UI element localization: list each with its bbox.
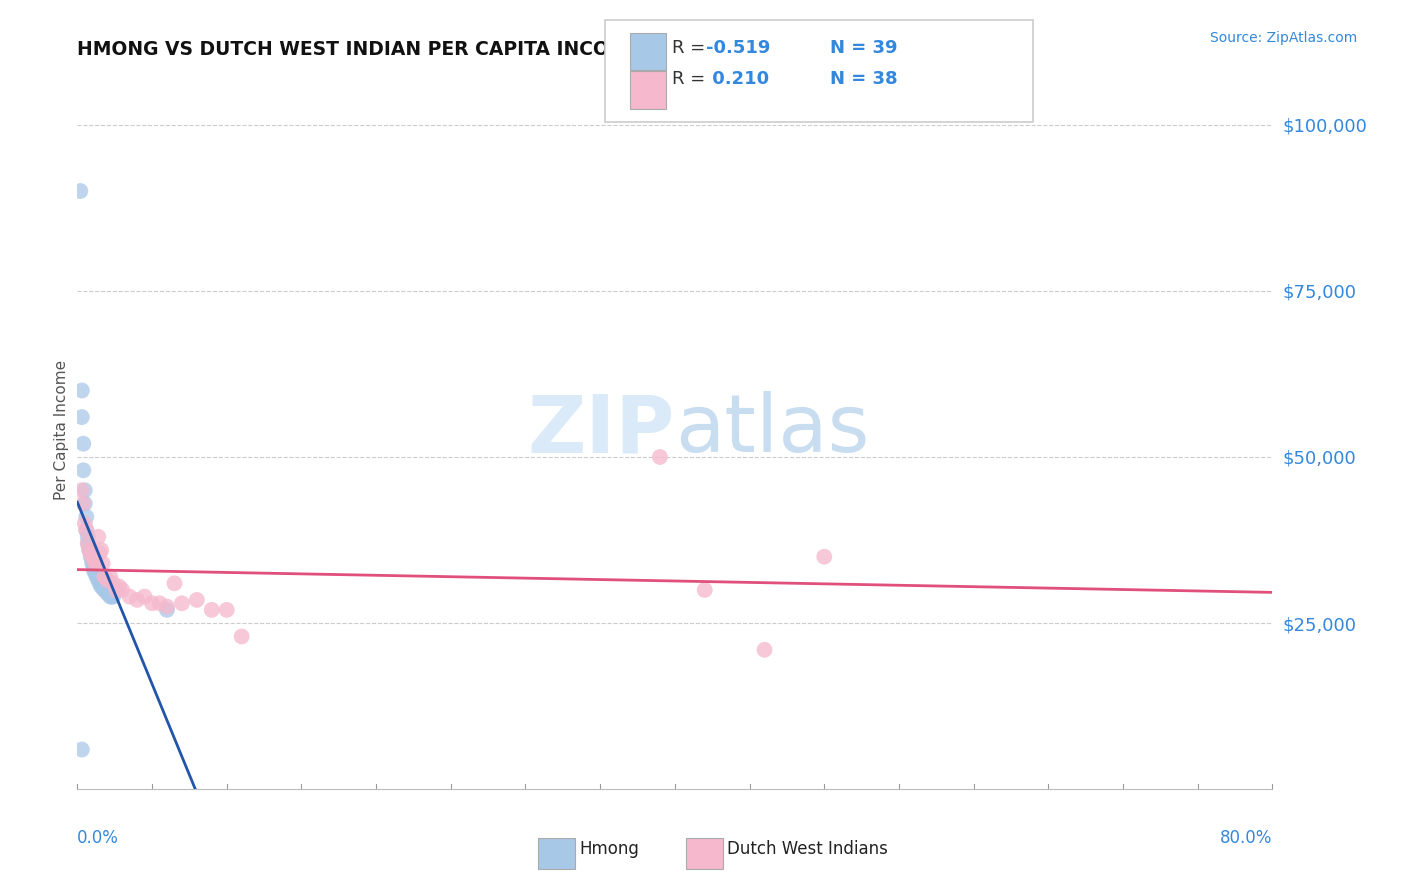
Point [75, 523, 97, 537]
Point [83, 559, 105, 574]
Point [84, 566, 107, 581]
Point [90, 543, 112, 558]
Point [80, 546, 103, 560]
Point [70, 410, 93, 425]
Point [201, 603, 224, 617]
Point [72, 463, 94, 477]
Point [82, 549, 104, 564]
Point [87, 530, 110, 544]
Text: R =: R = [672, 70, 711, 88]
Point [148, 596, 170, 610]
Point [79, 543, 101, 558]
Point [73, 483, 96, 498]
Point [70, 742, 93, 756]
Point [91, 580, 114, 594]
Point [73, 496, 96, 510]
Point [215, 603, 238, 617]
Point [82, 553, 104, 567]
Text: 0.0%: 0.0% [77, 829, 120, 847]
Point [693, 582, 716, 597]
Point [84, 557, 107, 571]
Point [87, 569, 110, 583]
Y-axis label: Per Capita Income: Per Capita Income [53, 360, 69, 500]
Point [98, 590, 121, 604]
Point [87, 573, 110, 587]
Point [648, 450, 671, 464]
Point [186, 593, 208, 607]
Point [83, 563, 105, 577]
Point [70, 384, 93, 398]
Point [76, 536, 98, 550]
Text: Source: ZipAtlas.com: Source: ZipAtlas.com [1209, 31, 1357, 45]
Point [89, 546, 111, 560]
Point [96, 586, 118, 600]
Point [76, 530, 98, 544]
Point [127, 593, 149, 607]
Point [105, 582, 128, 597]
Point [90, 580, 112, 594]
Point [70, 483, 93, 498]
Point [94, 582, 117, 597]
Text: N = 39: N = 39 [830, 39, 897, 57]
Point [79, 540, 101, 554]
Point [72, 496, 94, 510]
Point [163, 576, 186, 591]
Text: R =: R = [672, 39, 711, 57]
Point [231, 630, 253, 644]
Text: N = 38: N = 38 [830, 70, 897, 88]
Point [86, 557, 108, 571]
Point [754, 642, 776, 657]
Point [98, 569, 121, 583]
Point [93, 582, 115, 597]
Point [73, 516, 96, 531]
Point [80, 546, 103, 560]
Point [89, 576, 111, 591]
Point [96, 573, 118, 587]
Point [69, 184, 91, 198]
Point [83, 553, 105, 567]
Point [86, 569, 108, 583]
Point [141, 596, 163, 610]
Text: ZIP: ZIP [527, 392, 675, 469]
Point [75, 509, 97, 524]
Point [76, 536, 98, 550]
Point [82, 557, 104, 571]
Point [156, 599, 179, 614]
Text: 0.210: 0.210 [706, 70, 769, 88]
Point [813, 549, 835, 564]
Text: -0.519: -0.519 [706, 39, 770, 57]
Point [103, 590, 124, 604]
Text: HMONG VS DUTCH WEST INDIAN PER CAPITA INCOME CORRELATION CHART: HMONG VS DUTCH WEST INDIAN PER CAPITA IN… [77, 39, 872, 59]
Point [97, 586, 120, 600]
Point [89, 573, 111, 587]
Point [79, 543, 101, 558]
Point [93, 569, 115, 583]
Point [156, 603, 179, 617]
Text: 80.0%: 80.0% [1220, 829, 1272, 847]
Point [100, 590, 122, 604]
Point [90, 576, 112, 591]
Point [134, 590, 156, 604]
Point [108, 580, 131, 594]
Point [86, 566, 108, 581]
Text: Dutch West Indians: Dutch West Indians [727, 840, 887, 858]
Point [75, 523, 97, 537]
Text: Hmong: Hmong [579, 840, 640, 858]
Point [170, 596, 193, 610]
Point [118, 590, 141, 604]
Point [91, 557, 114, 571]
Text: atlas: atlas [675, 392, 869, 469]
Point [103, 576, 124, 591]
Point [84, 563, 107, 577]
Point [72, 436, 94, 450]
Point [111, 582, 134, 597]
Point [80, 549, 103, 564]
